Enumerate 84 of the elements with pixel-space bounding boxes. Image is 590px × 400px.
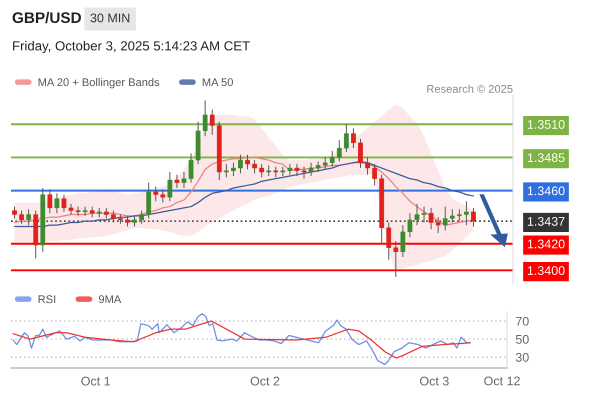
candlestick <box>96 207 102 218</box>
candlestick <box>365 156 370 176</box>
candlestick <box>464 200 469 226</box>
y-tick-label: 1.3510 <box>528 120 565 129</box>
candlestick <box>442 206 448 231</box>
text: Research © 2025 <box>427 84 513 93</box>
y-tick-label: 1.3437 <box>528 216 564 226</box>
candlestick <box>436 216 441 234</box>
candlestick <box>322 156 328 170</box>
candlestick <box>280 166 286 177</box>
x-tick-label: Oct 3 <box>420 376 449 386</box>
candlestick <box>90 206 95 218</box>
text: Friday, October 3, 2025 5:14:23 AM CET <box>13 40 250 54</box>
x-tick-label: Oct 2 <box>250 376 280 386</box>
candlestick <box>358 138 363 169</box>
candlestick <box>12 206 17 220</box>
candlestick <box>160 188 166 204</box>
candlestick <box>273 166 278 178</box>
candlestick <box>393 240 398 278</box>
candlestick <box>62 194 66 212</box>
candlestick <box>19 210 24 224</box>
candlestick <box>104 207 109 220</box>
candlestick <box>139 210 144 224</box>
candlestick <box>188 152 194 184</box>
candlestick <box>76 206 80 216</box>
candlestick <box>287 164 292 176</box>
y-tick-label: 1.3420 <box>528 240 565 248</box>
candlestick <box>336 140 342 162</box>
legend-label: MA 20 + Bollinger Bands <box>38 78 160 88</box>
candlestick <box>428 207 434 230</box>
candlestick <box>471 207 476 227</box>
chart-subtitle: 30 MIN <box>90 14 130 22</box>
candlestick <box>231 162 236 177</box>
chart-title: GBP/USD <box>12 12 81 24</box>
candlestick <box>316 160 321 173</box>
candlestick <box>167 172 172 202</box>
candlestick <box>252 160 257 174</box>
legend-label: MA 50 <box>202 78 233 86</box>
candlestick <box>238 154 243 174</box>
text: Oct 12 <box>484 376 520 386</box>
candlestick <box>210 109 215 136</box>
candlestick <box>266 164 272 177</box>
candlestick <box>132 215 137 227</box>
candlestick <box>456 208 462 222</box>
candlestick <box>54 192 60 214</box>
candlestick <box>344 124 349 153</box>
y-tick-label: 1.3460 <box>528 186 565 196</box>
y-tick-label: 1.3400 <box>528 266 565 275</box>
y-tick-label: 50 <box>516 334 529 344</box>
y-tick-label: 1.3485 <box>528 153 565 162</box>
x-tick-label: Oct 1 <box>81 376 110 386</box>
candlestick <box>330 150 335 168</box>
candlestick <box>414 203 420 226</box>
candlestick <box>408 212 412 238</box>
candlestick <box>450 208 455 223</box>
candlestick <box>294 164 300 177</box>
candlestick <box>202 100 208 137</box>
candlestick <box>26 208 32 226</box>
candlestick <box>182 172 186 188</box>
candlestick <box>68 203 74 216</box>
y-tick-label: 30 <box>516 352 529 362</box>
candlestick <box>110 210 116 223</box>
candlestick <box>386 222 392 260</box>
candlestick <box>118 214 123 224</box>
candlestick <box>245 154 250 170</box>
line-series <box>12 320 471 359</box>
candlestick <box>47 188 52 214</box>
candlestick <box>146 182 152 220</box>
candlestick <box>125 215 130 227</box>
y-tick-label: 70 <box>516 316 529 326</box>
candlestick <box>308 162 314 177</box>
line-series <box>12 313 471 366</box>
candlestick <box>400 224 406 258</box>
candlestick <box>224 164 229 178</box>
legend-label: RSI <box>38 295 56 304</box>
candlestick <box>174 174 180 188</box>
legend-label: 9MA <box>98 295 122 304</box>
candlestick <box>82 206 88 216</box>
candlestick <box>302 166 306 180</box>
candlestick <box>259 164 264 178</box>
candlestick <box>372 164 378 186</box>
candlestick <box>351 128 356 149</box>
candlestick <box>422 206 426 223</box>
candlestick <box>153 186 158 202</box>
